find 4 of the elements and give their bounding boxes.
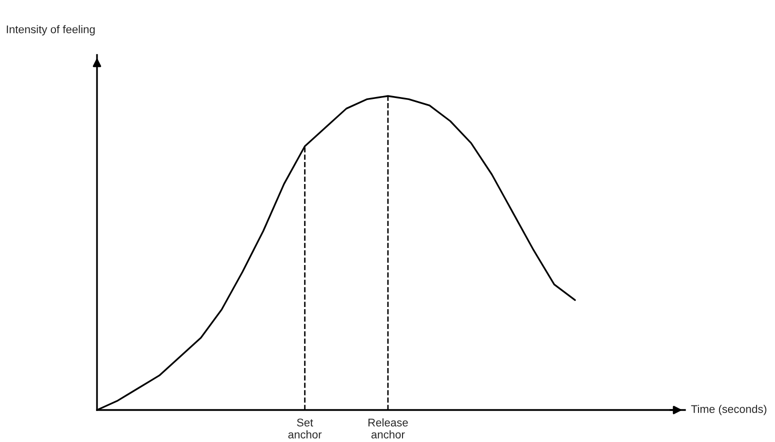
text: Time (seconds) <box>691 404 766 416</box>
text: Intensity of feeling <box>6 25 95 36</box>
x-tick-label: Set anchor <box>288 418 322 438</box>
x-tick-label: Release anchor <box>368 418 408 438</box>
